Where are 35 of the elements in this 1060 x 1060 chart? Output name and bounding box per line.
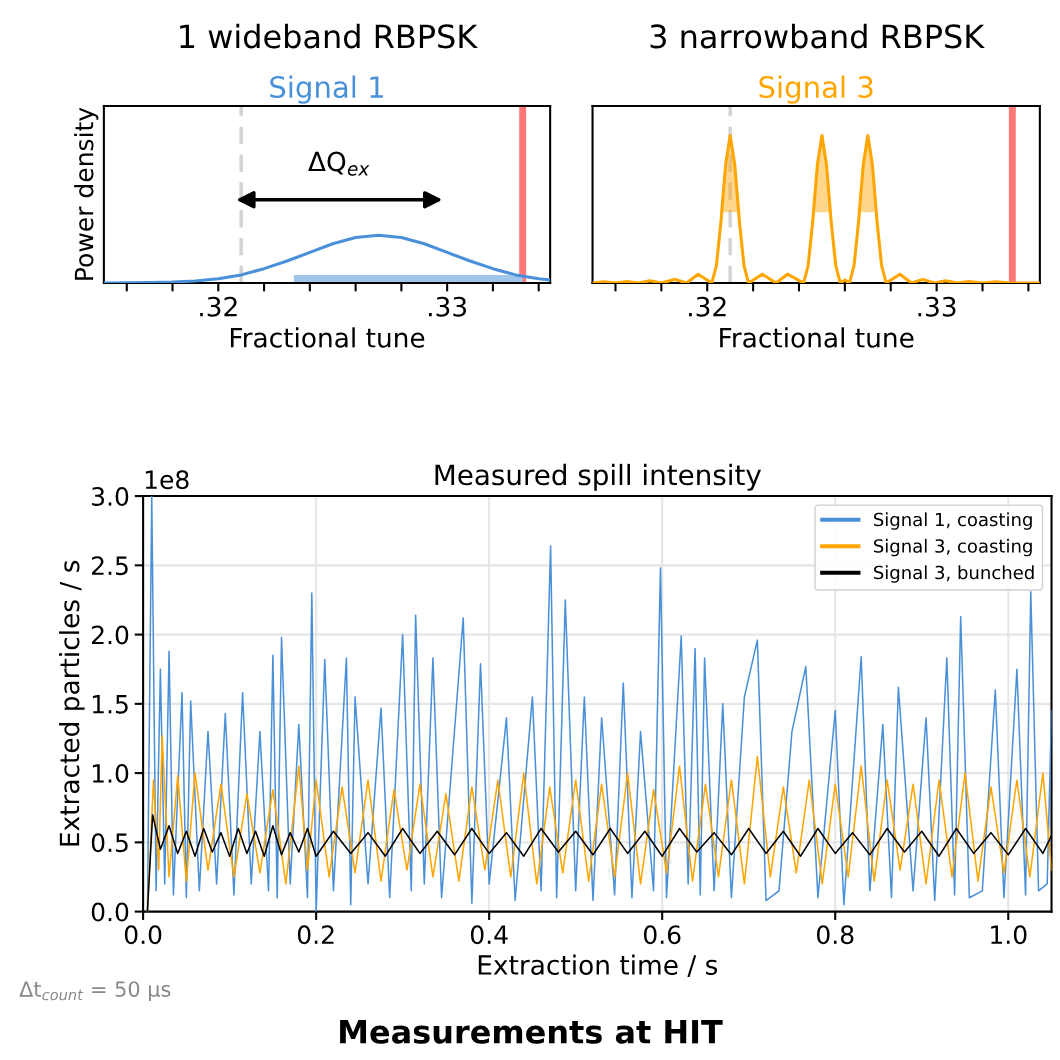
x-tick-label: 0.0 bbox=[124, 925, 162, 945]
x-tick-label: .33 bbox=[428, 296, 467, 317]
chart-title: 1 wideband RBPSK bbox=[180, 23, 478, 49]
x-tick-label: 1.0 bbox=[991, 925, 1027, 945]
x-tick-label: 0.8 bbox=[817, 925, 854, 945]
y-axis-title: Power density bbox=[74, 107, 99, 280]
x-tick-label: .32 bbox=[200, 296, 237, 317]
x-tick-label: .32 bbox=[689, 296, 726, 317]
legend-label: Signal 3, bunched bbox=[874, 565, 1034, 583]
y-tick-label: 1.0 bbox=[92, 764, 129, 783]
y-tick-label: 2.5 bbox=[91, 556, 128, 576]
text: Δt$_{count}$ = 50 µs bbox=[19, 981, 171, 1001]
legend-label: Signal 1, coasting bbox=[874, 512, 1032, 530]
chart-title: 3 narrowband RBPSK bbox=[650, 23, 985, 49]
y-tick-label: 0.0 bbox=[91, 902, 129, 922]
y-axis-title: Extracted particles / s bbox=[59, 560, 85, 846]
legend-label: Signal 3, coasting bbox=[874, 538, 1032, 557]
text: ΔQ$_{ex}$ bbox=[308, 151, 370, 176]
x-tick-label: 0.2 bbox=[297, 925, 334, 945]
chart-title: Measured spill intensity bbox=[435, 463, 761, 491]
y-tick-label: 2.0 bbox=[91, 625, 129, 645]
x-tick-label: 0.4 bbox=[470, 925, 508, 945]
line-series bbox=[146, 496, 1052, 912]
y-tick-label: 3.0 bbox=[92, 487, 129, 506]
text: 1e8 bbox=[145, 470, 189, 490]
y-tick-label: 0.5 bbox=[91, 833, 128, 853]
y-tick-label: 1.5 bbox=[92, 695, 128, 714]
chart-subtitle: Signal 3 bbox=[759, 75, 873, 104]
text: Measurements at HIT bbox=[340, 1020, 723, 1044]
x-axis-title: Fractional tune bbox=[230, 327, 425, 348]
chart-subtitle: Signal 1 bbox=[270, 75, 384, 104]
x-tick-label: .33 bbox=[918, 296, 956, 317]
x-axis-title: Extraction time / s bbox=[478, 954, 718, 978]
x-tick-label: 0.6 bbox=[643, 925, 681, 945]
x-axis-title: Fractional tune bbox=[720, 327, 914, 348]
